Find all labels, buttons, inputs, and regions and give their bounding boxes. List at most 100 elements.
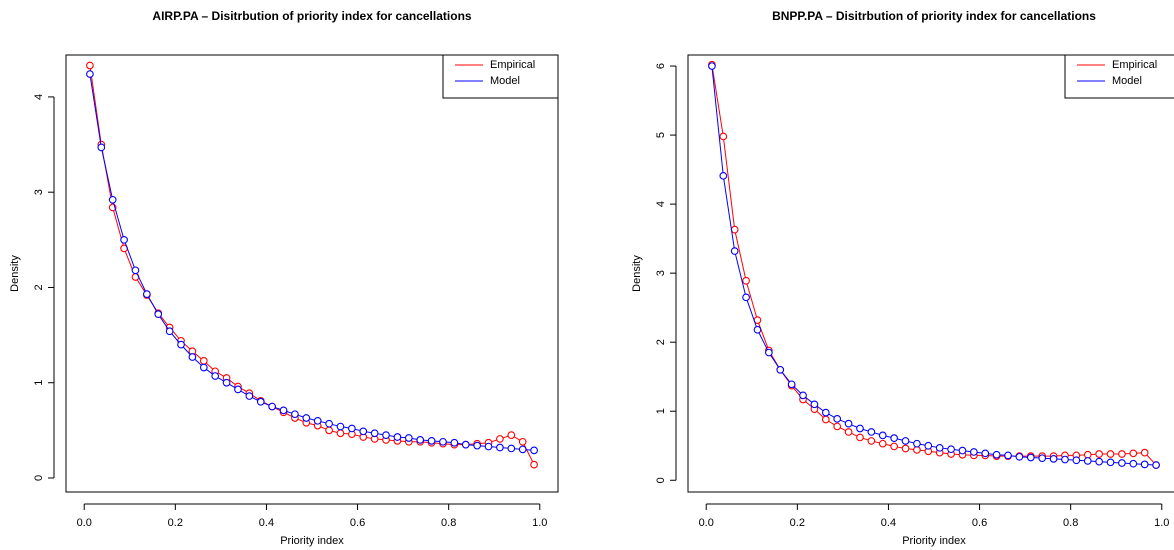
data-point <box>234 385 242 394</box>
x-tick-label: 0.2 <box>168 517 183 529</box>
data-point <box>1140 460 1149 469</box>
x-axis-label: Priority index <box>902 535 966 547</box>
legend: Empirical Model <box>1064 55 1174 99</box>
data-point <box>1072 456 1081 465</box>
data-point <box>313 416 322 425</box>
data-point <box>844 428 853 436</box>
x-tick-label: 0.0 <box>77 517 92 529</box>
data-point <box>427 436 436 445</box>
x-tick-label: 0.8 <box>441 517 456 529</box>
data-point <box>1004 451 1012 460</box>
data-point <box>165 327 174 336</box>
data-point <box>1083 457 1092 465</box>
data-point <box>507 431 516 439</box>
data-point <box>97 143 106 152</box>
data-point <box>1118 459 1126 467</box>
data-point <box>279 406 288 415</box>
data-point <box>507 444 516 453</box>
y-axis-label: Density <box>631 255 643 292</box>
series-line <box>89 73 535 451</box>
legend-label: Model <box>490 75 520 87</box>
data-point <box>708 62 716 70</box>
data-point <box>302 414 311 422</box>
data-point <box>992 450 1001 459</box>
x-tick-label: 0.8 <box>1063 517 1078 529</box>
data-point <box>1129 449 1138 458</box>
data-point <box>1140 448 1149 457</box>
data-point <box>1152 461 1160 469</box>
series-line <box>711 65 1157 466</box>
data-point <box>143 290 151 298</box>
data-point <box>325 426 333 435</box>
data-point <box>530 446 538 455</box>
x-tick-label: 0.4 <box>259 517 274 529</box>
data-point <box>1049 455 1058 463</box>
y-tick-label: 5 <box>655 132 667 138</box>
data-point <box>787 380 796 389</box>
data-point <box>833 414 842 423</box>
legend-box <box>1064 55 1174 99</box>
data-point <box>730 225 739 234</box>
data-point <box>719 171 728 180</box>
data-point <box>518 445 527 454</box>
data-point <box>336 429 345 438</box>
data-point <box>461 440 470 449</box>
data-point <box>222 378 231 387</box>
data-point <box>496 443 504 452</box>
data-point <box>1118 450 1126 458</box>
y-tick-label: 4 <box>33 94 45 100</box>
data-point <box>268 402 276 411</box>
data-point <box>799 391 807 400</box>
data-point <box>1106 458 1115 467</box>
data-point <box>821 415 830 424</box>
x-tick-label: 0.2 <box>790 517 805 529</box>
y-tick-label: 1 <box>655 408 667 414</box>
data-point <box>913 446 921 454</box>
data-point <box>325 419 333 428</box>
data-point <box>821 408 830 417</box>
x-tick-label: 1.0 <box>1154 517 1169 529</box>
series-line <box>711 64 1157 466</box>
legend-label: Empirical <box>1112 59 1157 71</box>
data-point <box>890 442 898 451</box>
data-point <box>1106 450 1115 458</box>
data-point <box>291 410 299 419</box>
data-point <box>484 442 493 451</box>
panel: BNPP.PA – Disitrbution of priority index… <box>631 9 1174 547</box>
x-tick-label: 1.0 <box>532 517 547 529</box>
data-point <box>108 195 117 204</box>
data-point <box>765 348 773 357</box>
data-point <box>439 437 447 446</box>
data-point <box>913 439 921 448</box>
data-point <box>1083 450 1092 459</box>
data-point <box>450 438 459 447</box>
y-tick-label: 0 <box>655 477 667 483</box>
data-point <box>810 400 819 409</box>
y-tick-label: 2 <box>655 339 667 345</box>
data-point <box>947 445 955 454</box>
data-point <box>833 422 842 431</box>
plot-box <box>65 54 559 493</box>
data-point <box>878 431 887 440</box>
data-point <box>730 247 739 255</box>
data-point <box>776 365 785 374</box>
x-tick-label: 0.6 <box>972 517 987 529</box>
data-point <box>416 436 425 444</box>
data-point <box>856 433 864 442</box>
y-tick-label: 6 <box>655 63 667 69</box>
data-point <box>211 372 220 380</box>
data-point <box>120 235 128 244</box>
data-point <box>348 424 356 433</box>
data-point <box>393 433 402 441</box>
data-point <box>958 446 967 455</box>
data-point <box>856 424 864 433</box>
x-tick-label: 0.4 <box>881 517 896 529</box>
data-point <box>154 310 163 318</box>
data-point <box>981 449 990 458</box>
chart-title: AIRP.PA – Disitrbution of priority index… <box>152 9 471 23</box>
data-point <box>256 397 265 406</box>
data-point <box>844 419 853 428</box>
y-axis-label: Density <box>9 255 21 292</box>
data-point <box>496 435 504 443</box>
